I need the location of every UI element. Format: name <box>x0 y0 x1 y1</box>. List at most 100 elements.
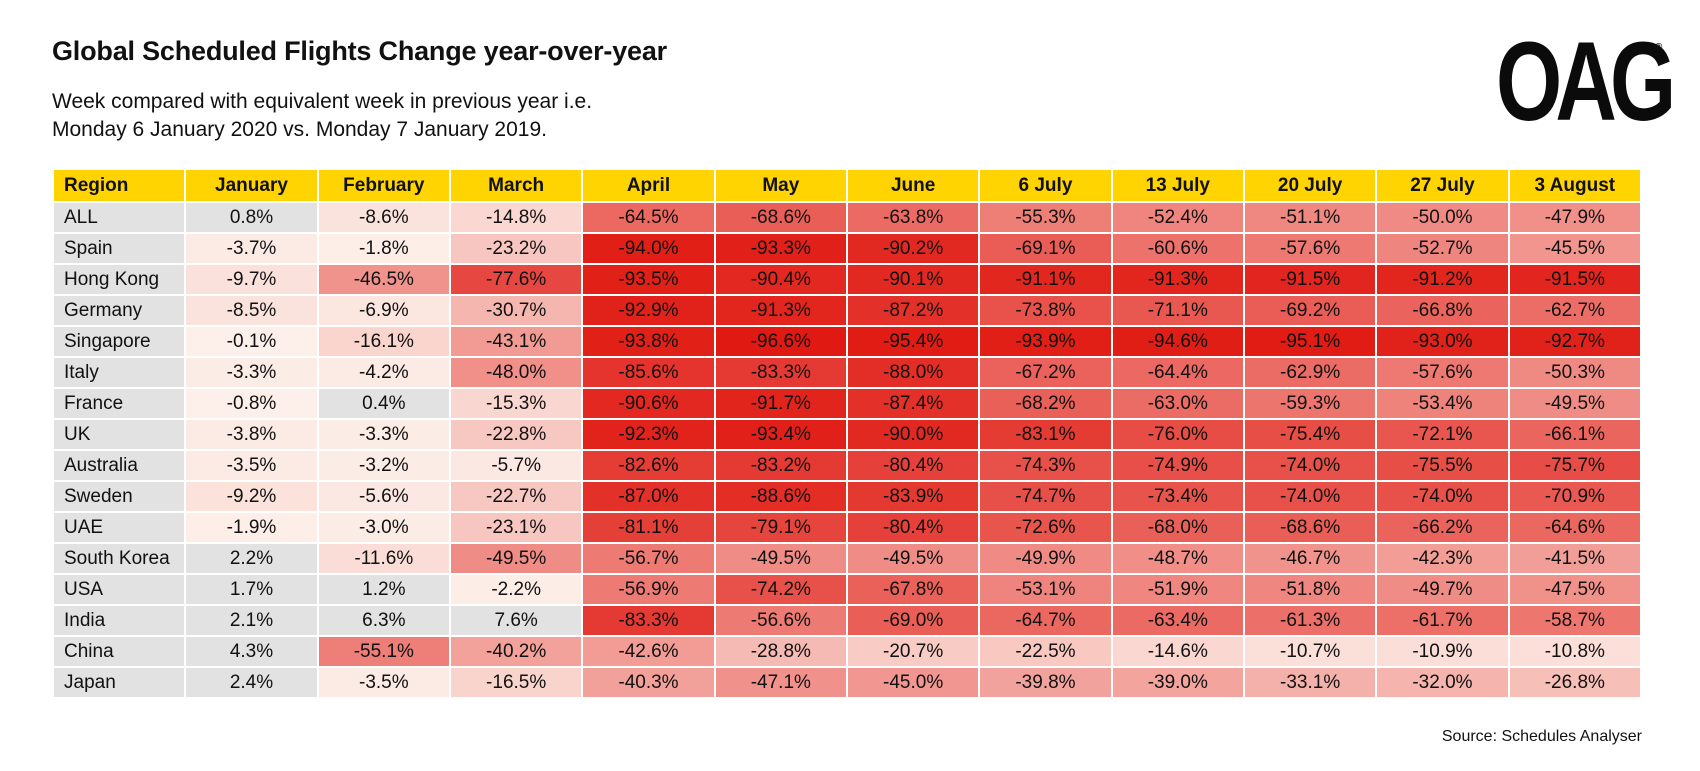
heatmap-cell: 6.3% <box>316 604 451 637</box>
heatmap-cell: -91.7% <box>713 387 848 420</box>
heatmap-cell: -72.6% <box>978 511 1113 544</box>
region-label: UAE <box>51 511 187 544</box>
heatmap-cell: -74.3% <box>978 449 1113 482</box>
table-row: France -0.8% 0.4% -15.3% -90.6% -91.7% -87.4% -… <box>51 387 1643 420</box>
heatmap-cell: -88.6% <box>713 480 848 513</box>
heatmap-cell: -87.0% <box>581 480 716 513</box>
column-header: February <box>316 168 451 203</box>
heatmap-cell: 1.2% <box>316 573 451 606</box>
heatmap-cell: -91.1% <box>978 263 1113 296</box>
heatmap-cell: -63.8% <box>845 201 981 234</box>
region-label: Australia <box>51 449 187 482</box>
heatmap-cell: -60.6% <box>1110 232 1245 265</box>
heatmap-cell: -59.3% <box>1242 387 1378 420</box>
heatmap-cell: -66.8% <box>1375 294 1510 327</box>
heatmap-cell: 2.2% <box>184 542 319 575</box>
heatmap-cell: -3.5% <box>184 449 319 482</box>
table-row: South Korea 2.2% -11.6% -49.5% -56.7% -49.5% -… <box>51 542 1643 575</box>
table-row: Italy -3.3% -4.2% -48.0% -85.6% -83.3% -88.0% -… <box>51 356 1643 389</box>
table-row: Australia -3.5% -3.2% -5.7% -82.6% -83.2% -80.… <box>51 449 1643 482</box>
heatmap-cell: -23.1% <box>448 511 584 544</box>
heatmap-cell: -53.4% <box>1375 387 1510 420</box>
heatmap-cell: 7.6% <box>448 604 584 637</box>
heatmap-cell: -57.6% <box>1242 232 1378 265</box>
heatmap-cell: -61.7% <box>1375 604 1510 637</box>
column-header: April <box>581 168 716 203</box>
heatmap-cell: -46.5% <box>316 263 451 296</box>
chart-subtitle: Week compared with equivalent week in pr… <box>52 88 952 144</box>
heatmap-cell: -0.1% <box>184 325 319 358</box>
heatmap-cell: -73.4% <box>1110 480 1245 513</box>
heatmap-cell: -90.6% <box>581 387 716 420</box>
table-row: ALL 0.8% -8.6% -14.8% -64.5% -68.6% -63.8% -55.… <box>51 201 1643 234</box>
heatmap-cell: -56.9% <box>581 573 716 606</box>
table-row: Singapore -0.1% -16.1% -43.1% -93.8% -96.6% -9… <box>51 325 1643 358</box>
heatmap-cell: -64.4% <box>1110 356 1245 389</box>
heatmap-cell: -3.2% <box>316 449 451 482</box>
chart-title: Global Scheduled Flights Change year-ove… <box>52 36 667 66</box>
heatmap-cell: -43.1% <box>448 325 584 358</box>
heatmap-cell: -90.0% <box>845 418 981 451</box>
heatmap-cell: -64.5% <box>581 201 716 234</box>
heatmap-cell: -68.6% <box>713 201 848 234</box>
heatmap-cell: -56.6% <box>713 604 848 637</box>
heatmap-cell: -63.0% <box>1110 387 1245 420</box>
heatmap-cell: -15.3% <box>448 387 584 420</box>
region-label: Hong Kong <box>51 263 187 296</box>
heatmap-cell: -49.5% <box>1507 387 1643 420</box>
heatmap-cell: -4.2% <box>316 356 451 389</box>
heatmap-cell: -47.1% <box>713 666 848 699</box>
heatmap-cell: -91.5% <box>1242 263 1378 296</box>
heatmap-cell: -74.2% <box>713 573 848 606</box>
heatmap-cell: -14.6% <box>1110 635 1245 668</box>
heatmap-cell: -75.5% <box>1375 449 1510 482</box>
heatmap-cell: -64.6% <box>1507 511 1643 544</box>
heatmap-cell: -49.9% <box>978 542 1113 575</box>
heatmap-cell: -91.2% <box>1375 263 1510 296</box>
heatmap-cell: -75.4% <box>1242 418 1378 451</box>
heatmap-cell: -71.1% <box>1110 294 1245 327</box>
heatmap-cell: 1.7% <box>184 573 319 606</box>
table-row: Spain -3.7% -1.8% -23.2% -94.0% -93.3% -90.2% -… <box>51 232 1643 265</box>
heatmap-cell: -3.5% <box>316 666 451 699</box>
heatmap-cell: -28.8% <box>713 635 848 668</box>
region-label: Sweden <box>51 480 187 513</box>
heatmap-cell: -49.7% <box>1375 573 1510 606</box>
table-row: UAE -1.9% -3.0% -23.1% -81.1% -79.1% -80.4% -72… <box>51 511 1643 544</box>
heatmap-cell: -83.3% <box>713 356 848 389</box>
column-header: 13 July <box>1110 168 1245 203</box>
heatmap-cell: -66.1% <box>1507 418 1643 451</box>
heatmap-cell: -90.4% <box>713 263 848 296</box>
table-row: Japan 2.4% -3.5% -16.5% -40.3% -47.1% -45.0% -3… <box>51 666 1643 699</box>
column-header: 20 July <box>1242 168 1378 203</box>
heatmap-cell: -94.0% <box>581 232 716 265</box>
heatmap-cell: -8.6% <box>316 201 451 234</box>
column-header: 3 August <box>1507 168 1643 203</box>
heatmap-cell: -75.7% <box>1507 449 1643 482</box>
heatmap-cell: -5.6% <box>316 480 451 513</box>
table-row: India 2.1% 6.3% 7.6% -83.3% -56.6% -69.0% -64.7… <box>51 604 1643 637</box>
column-header: June <box>845 168 981 203</box>
heatmap-cell: -56.7% <box>581 542 716 575</box>
heatmap-cell: -64.7% <box>978 604 1113 637</box>
heatmap-cell: -20.7% <box>845 635 981 668</box>
heatmap-cell: -53.1% <box>978 573 1113 606</box>
heatmap-cell: -10.9% <box>1375 635 1510 668</box>
heatmap-cell: -51.8% <box>1242 573 1378 606</box>
heatmap-cell: -3.3% <box>316 418 451 451</box>
heatmap-cell: -9.7% <box>184 263 319 296</box>
region-column-header: Region <box>51 168 187 203</box>
heatmap-cell: -30.7% <box>448 294 584 327</box>
heatmap-cell: -22.8% <box>448 418 584 451</box>
heatmap-cell: 0.4% <box>316 387 451 420</box>
source-note: Source: Schedules Analyser <box>1441 728 1642 745</box>
heatmap-cell: -95.1% <box>1242 325 1378 358</box>
heatmap-cell: -47.5% <box>1507 573 1643 606</box>
heatmap-cell: -74.9% <box>1110 449 1245 482</box>
heatmap-cell: -1.8% <box>316 232 451 265</box>
heatmap-cell: -67.8% <box>845 573 981 606</box>
column-header: May <box>713 168 848 203</box>
heatmap-cell: -92.9% <box>581 294 716 327</box>
heatmap-cell: -92.3% <box>581 418 716 451</box>
oag-logo: OAG <box>1496 19 1676 144</box>
